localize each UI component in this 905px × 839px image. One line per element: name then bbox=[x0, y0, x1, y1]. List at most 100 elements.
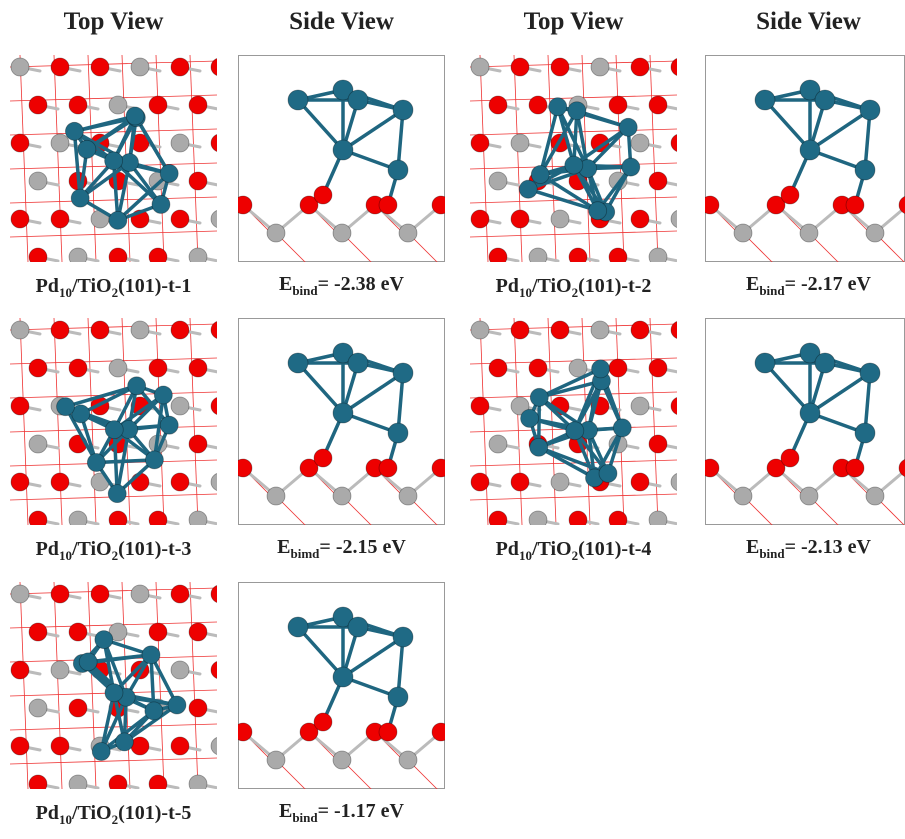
atom bbox=[549, 98, 567, 116]
atom bbox=[649, 435, 667, 453]
atom bbox=[149, 775, 167, 793]
lattice-line bbox=[446, 55, 454, 262]
atom bbox=[51, 737, 69, 755]
lattice-line bbox=[10, 265, 217, 271]
atom bbox=[471, 397, 489, 415]
bond bbox=[220, 482, 240, 486]
atom bbox=[471, 321, 489, 339]
structure-image bbox=[446, 290, 718, 534]
atom bbox=[489, 172, 507, 190]
atom bbox=[631, 58, 649, 76]
label-part: (101)-t-4 bbox=[578, 538, 651, 560]
atom bbox=[105, 152, 123, 170]
atom bbox=[149, 511, 167, 529]
lattice-line bbox=[10, 528, 217, 534]
atom bbox=[649, 172, 667, 190]
atom bbox=[29, 359, 47, 377]
atom bbox=[846, 196, 864, 214]
atom bbox=[51, 473, 69, 491]
lattice-line bbox=[470, 528, 677, 534]
atom bbox=[649, 511, 667, 529]
atom bbox=[267, 751, 285, 769]
atom bbox=[860, 100, 880, 120]
label-part: = -2.17 eV bbox=[785, 273, 871, 295]
atom bbox=[131, 473, 149, 491]
atom bbox=[108, 485, 126, 503]
atom bbox=[11, 210, 29, 228]
atom bbox=[671, 473, 689, 491]
atom bbox=[189, 435, 207, 453]
atom bbox=[189, 359, 207, 377]
atom bbox=[531, 166, 549, 184]
column-header: Top View bbox=[469, 8, 679, 36]
label-part: 10 bbox=[59, 548, 72, 563]
lattice-line bbox=[684, 318, 692, 525]
atom bbox=[87, 454, 105, 472]
atom bbox=[29, 699, 47, 717]
atom bbox=[171, 473, 189, 491]
column-header: Side View bbox=[237, 8, 447, 36]
atom bbox=[152, 195, 170, 213]
label-part: bind bbox=[292, 283, 317, 298]
atom bbox=[11, 321, 29, 339]
label-part: /TiO bbox=[72, 802, 112, 824]
atom bbox=[189, 699, 207, 717]
label-part: Pd bbox=[496, 538, 519, 560]
bond bbox=[220, 670, 240, 674]
label-part: E bbox=[277, 536, 290, 558]
atom bbox=[171, 134, 189, 152]
atom bbox=[622, 158, 640, 176]
atom bbox=[388, 423, 408, 443]
atom bbox=[800, 140, 820, 160]
atom bbox=[92, 742, 110, 760]
atom bbox=[95, 631, 113, 649]
atom bbox=[65, 122, 83, 140]
atom bbox=[121, 154, 139, 172]
atom bbox=[551, 321, 569, 339]
atom bbox=[109, 359, 127, 377]
atom bbox=[11, 473, 29, 491]
atom bbox=[471, 210, 489, 228]
atom bbox=[145, 702, 163, 720]
atom bbox=[631, 321, 649, 339]
structure-label: Pd10/TiO2(101)-t-2 bbox=[459, 275, 689, 298]
atom bbox=[142, 646, 160, 664]
atom bbox=[171, 321, 189, 339]
atom bbox=[333, 751, 351, 769]
atom bbox=[781, 449, 799, 467]
atom bbox=[11, 661, 29, 679]
label-part: Pd bbox=[36, 802, 59, 824]
atom bbox=[569, 511, 587, 529]
atom bbox=[145, 451, 163, 469]
atom bbox=[866, 487, 884, 505]
atom bbox=[609, 248, 627, 266]
atom bbox=[11, 134, 29, 152]
column-header: Side View bbox=[704, 8, 905, 36]
atom bbox=[613, 419, 631, 437]
atom bbox=[29, 511, 47, 529]
atom bbox=[689, 435, 707, 453]
atom bbox=[701, 196, 719, 214]
atom bbox=[860, 363, 880, 383]
bond bbox=[220, 219, 240, 223]
atom bbox=[79, 653, 97, 671]
atom bbox=[189, 775, 207, 793]
atom bbox=[511, 321, 529, 339]
energy-label: Ebimd= -2.15 eV bbox=[227, 536, 457, 559]
atom bbox=[734, 487, 752, 505]
atom bbox=[781, 186, 799, 204]
label-part: = -2.15 eV bbox=[319, 536, 405, 558]
atom bbox=[69, 623, 87, 641]
atom bbox=[609, 96, 627, 114]
atom bbox=[71, 189, 89, 207]
atom bbox=[11, 585, 29, 603]
atom bbox=[211, 473, 229, 491]
atom bbox=[211, 58, 229, 76]
label-part: (101)-t-5 bbox=[118, 802, 191, 824]
atom bbox=[489, 359, 507, 377]
atom bbox=[599, 464, 617, 482]
atom bbox=[189, 172, 207, 190]
structure-image bbox=[701, 55, 905, 263]
bond bbox=[680, 330, 700, 334]
atom bbox=[551, 210, 569, 228]
